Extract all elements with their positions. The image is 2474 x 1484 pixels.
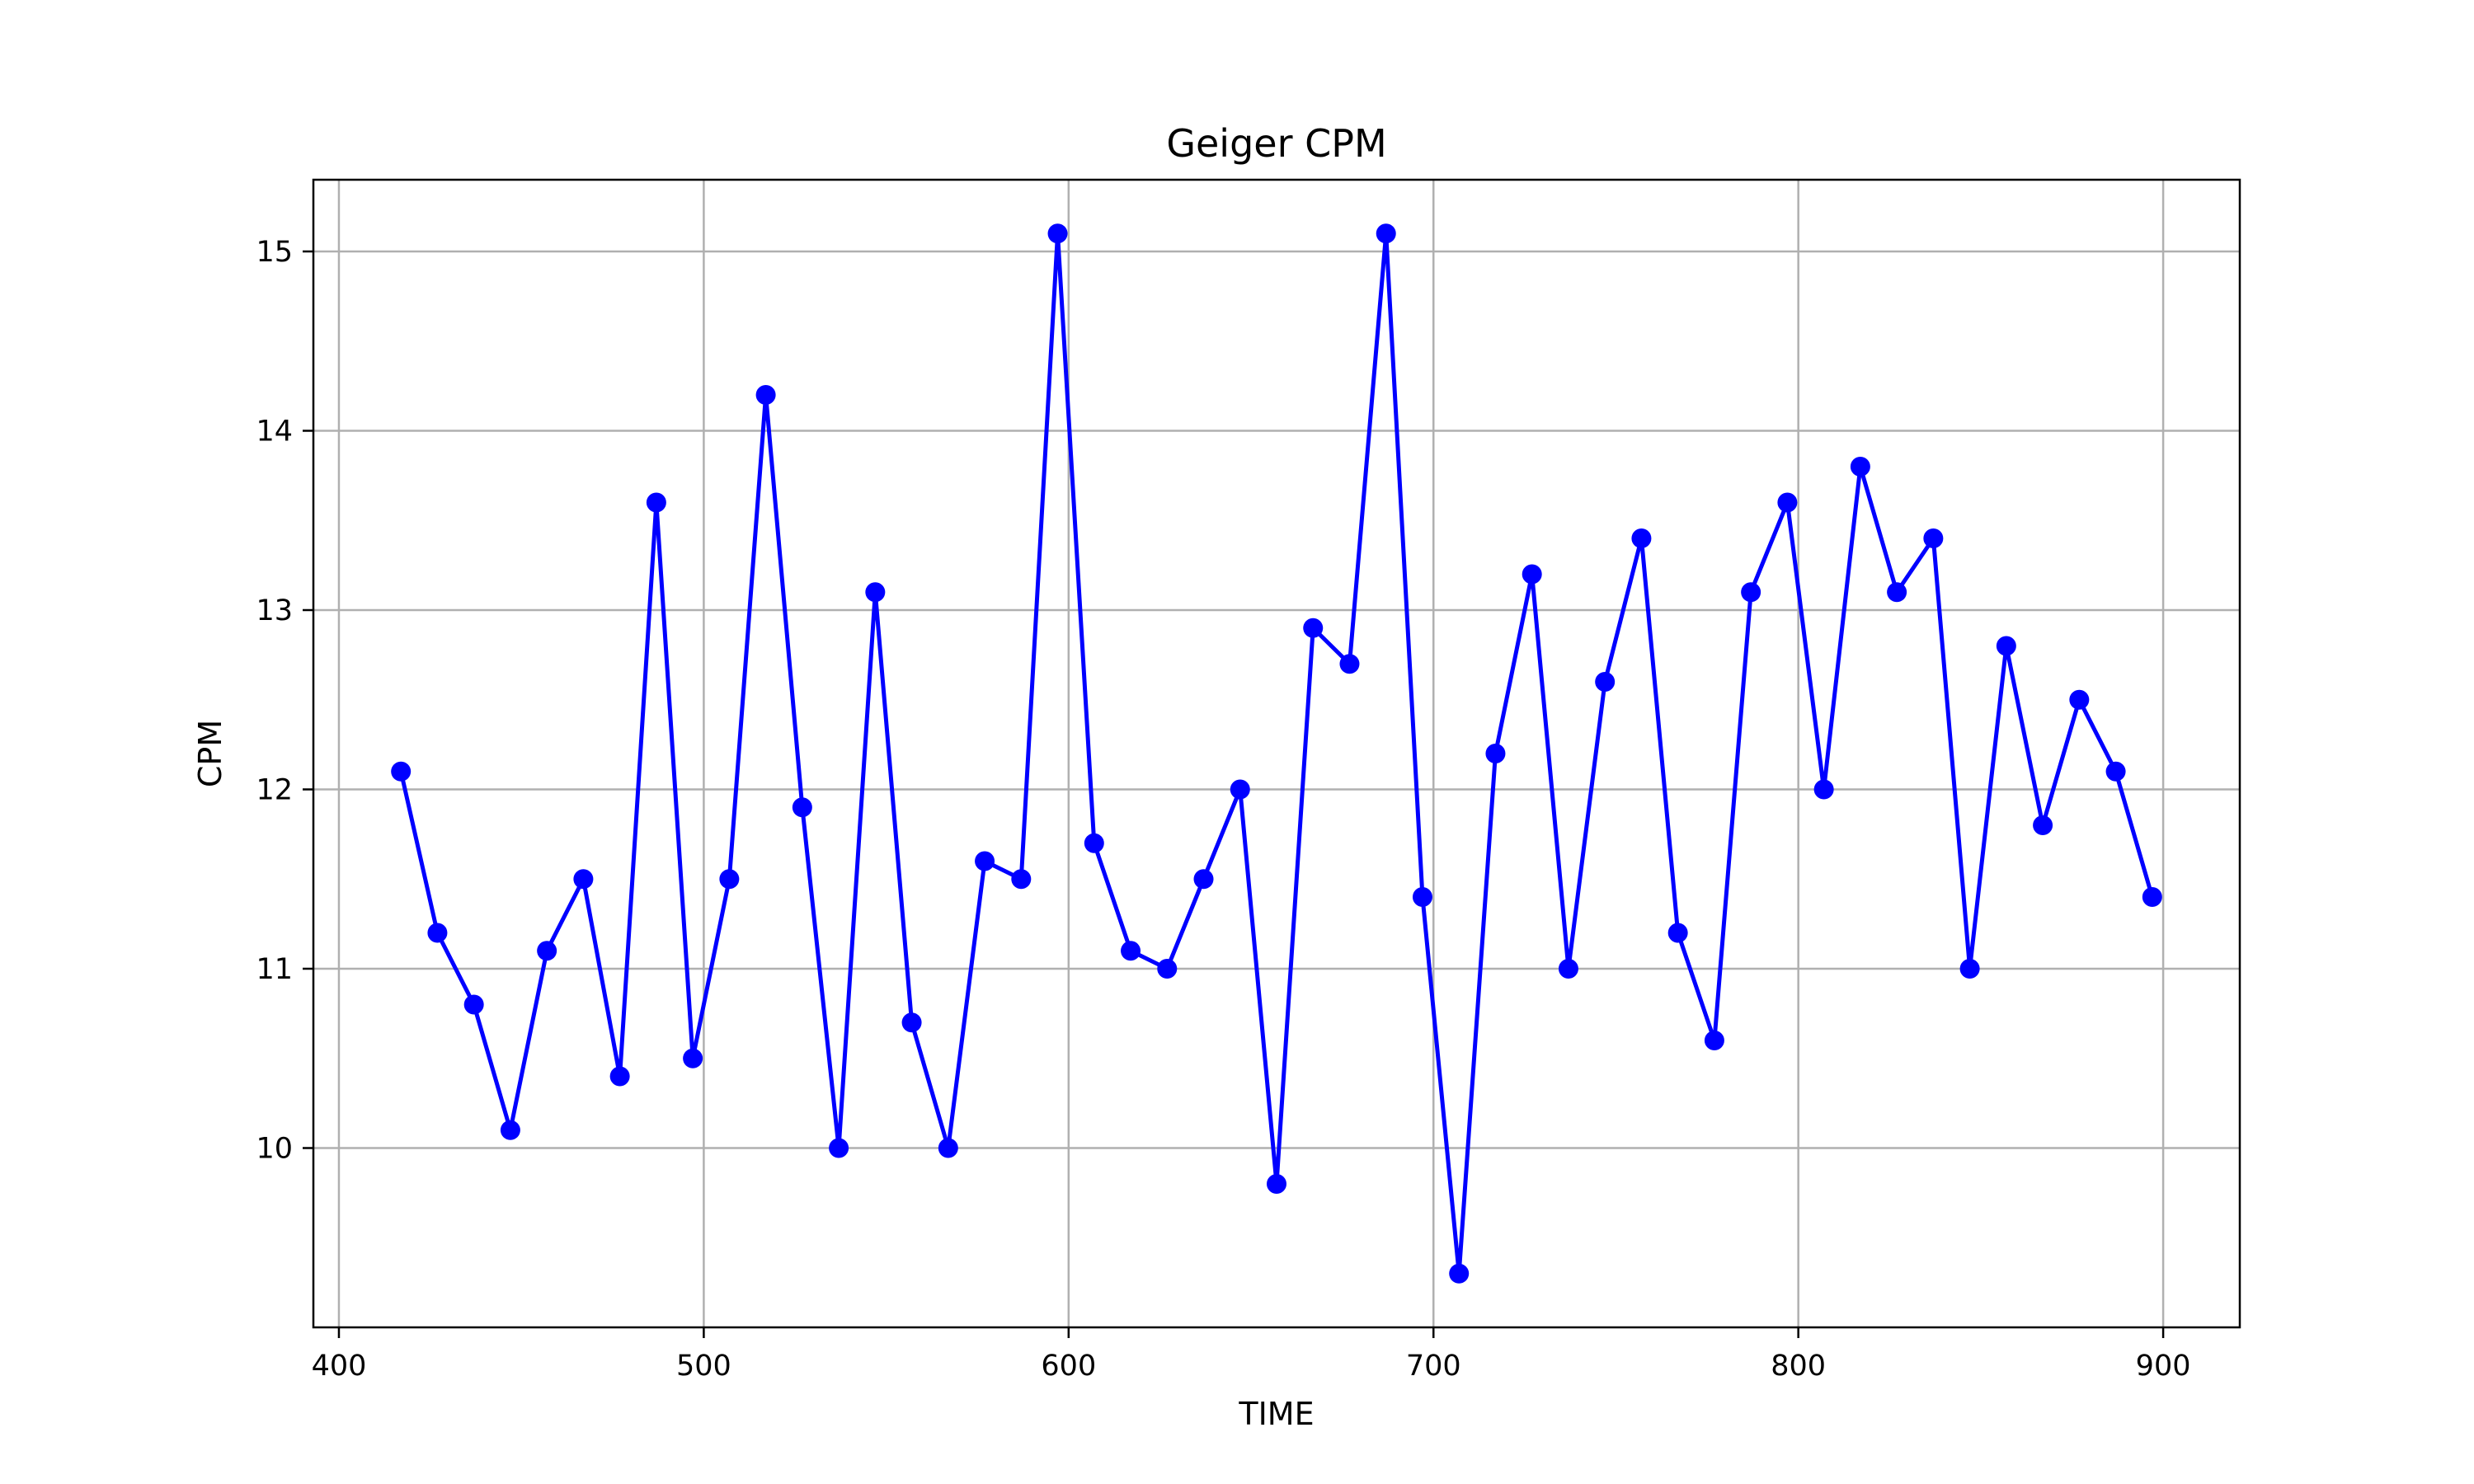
data-point [1303, 618, 1324, 638]
data-point [1522, 564, 1542, 585]
y-tick-label: 11 [256, 953, 293, 986]
data-point [865, 582, 886, 603]
data-point [537, 941, 557, 961]
data-point [1047, 223, 1068, 244]
data-point [427, 923, 448, 943]
data-point [573, 869, 594, 890]
x-tick-label: 600 [1041, 1350, 1096, 1383]
data-point [1339, 654, 1360, 674]
data-point [1084, 833, 1104, 853]
data-point [1412, 887, 1432, 907]
data-point [901, 1012, 922, 1033]
grid [313, 180, 2240, 1327]
data-point [2142, 887, 2162, 907]
x-tick-label: 500 [676, 1350, 731, 1383]
data-point [1923, 528, 1944, 548]
data-point [1741, 582, 1761, 603]
data-point [1959, 959, 1980, 979]
data-point [1011, 869, 1032, 890]
data-point [938, 1138, 958, 1158]
data-point [500, 1120, 520, 1140]
data-point [683, 1048, 703, 1068]
data-point [1230, 779, 1250, 800]
x-tick-label: 400 [312, 1350, 367, 1383]
chart-title: Geiger CPM [1166, 121, 1386, 166]
y-tick-label: 13 [256, 594, 293, 627]
data-point [391, 761, 412, 782]
x-axis-label: TIME [1238, 1396, 1314, 1432]
data-point [1267, 1174, 1286, 1194]
data-point [829, 1138, 849, 1158]
data-point [1631, 528, 1652, 548]
data-point [1449, 1263, 1470, 1284]
y-tick-label: 12 [256, 774, 293, 807]
data-point [1558, 959, 1578, 979]
series [391, 223, 2162, 1284]
data-point [1777, 492, 1798, 513]
x-tick-label: 800 [1771, 1350, 1826, 1383]
data-point [1996, 636, 2016, 656]
series-line [398, 231, 2155, 1276]
plot-frame [312, 178, 2241, 1329]
data-point [2069, 689, 2090, 710]
data-point [1813, 779, 1834, 800]
data-point [1376, 223, 1396, 244]
data-point [719, 869, 740, 890]
x-tick-label: 700 [1406, 1350, 1461, 1383]
axis-ticks: 400 500 600 700 800 900 10 11 12 13 14 15 [256, 236, 2190, 1383]
data-point [1595, 672, 1616, 692]
data-point [755, 385, 776, 405]
data-point [1485, 744, 1506, 763]
data-point [1850, 457, 1870, 477]
data-point [2033, 815, 2053, 835]
x-tick-label: 900 [2136, 1350, 2191, 1383]
data-point [609, 1066, 630, 1087]
data-point [792, 797, 812, 818]
data-point [1157, 959, 1178, 979]
data-point [463, 994, 484, 1015]
data-point [1667, 923, 1688, 943]
y-tick-label: 15 [256, 236, 293, 269]
data-point [1704, 1031, 1724, 1050]
y-tick-label: 10 [256, 1133, 293, 1166]
y-tick-label: 14 [256, 416, 293, 448]
data-point [1121, 941, 1141, 961]
data-point [2105, 761, 2126, 782]
data-point [646, 492, 666, 513]
data-point [975, 851, 995, 871]
data-point [1193, 869, 1214, 890]
y-axis-label: CPM [192, 720, 228, 787]
data-point [1887, 582, 1907, 603]
